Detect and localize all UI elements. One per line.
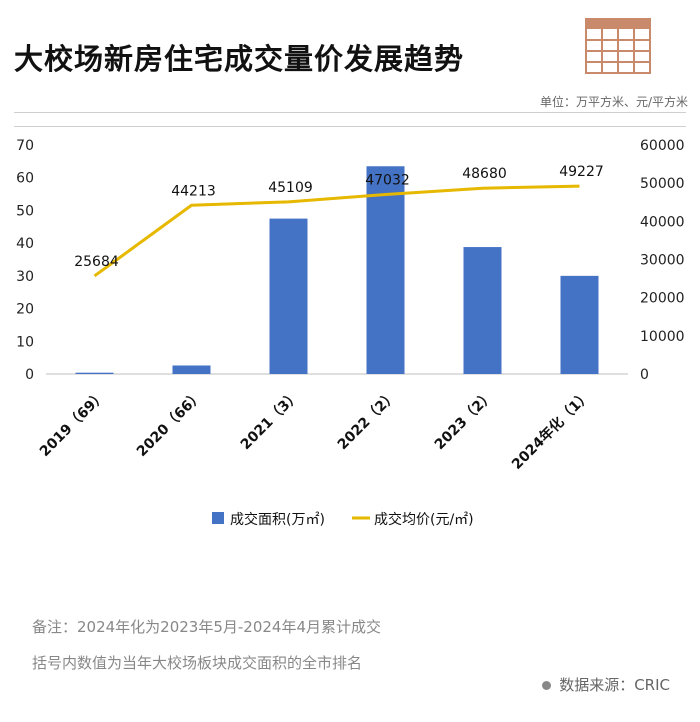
calendar-grid-logo bbox=[585, 18, 651, 74]
x-category-label: 2021（3） bbox=[238, 388, 304, 454]
bar-5 bbox=[560, 275, 599, 374]
y-left-tick-label: 10 bbox=[16, 334, 34, 350]
legend-bar-label: 成交面积(万㎡) bbox=[230, 511, 325, 528]
note-line-2: 括号内数值为当年大校场板块成交面积的全市排名 bbox=[32, 654, 363, 672]
y-left-tick-label: 50 bbox=[16, 203, 34, 219]
x-category-label: 2022（2） bbox=[335, 388, 401, 454]
legend-bar-swatch bbox=[212, 512, 224, 524]
y-right-tick-label: 50000 bbox=[640, 176, 685, 192]
data-source: 数据来源：CRIC bbox=[542, 674, 670, 695]
y-left-tick-label: 60 bbox=[16, 171, 34, 187]
legend-line-label: 成交均价(元/㎡) bbox=[374, 511, 474, 528]
unit-label: 单位：万平方米、元/平方米 bbox=[539, 95, 688, 109]
y-left-tick-label: 0 bbox=[25, 367, 34, 383]
chart-frame bbox=[14, 126, 686, 537]
x-category-label: 2024年化（1） bbox=[508, 387, 594, 473]
bar-4 bbox=[463, 247, 502, 374]
x-category-label: 2020（66） bbox=[134, 388, 206, 460]
price-data-label: 44213 bbox=[171, 183, 216, 199]
data-source-text: 数据来源：CRIC bbox=[559, 676, 670, 694]
y-right-tick-label: 30000 bbox=[640, 253, 685, 269]
y-right-tick-label: 40000 bbox=[640, 214, 685, 230]
page-title: 大校场新房住宅成交量价发展趋势 bbox=[14, 42, 465, 76]
y-right-tick-label: 0 bbox=[640, 367, 649, 383]
y-left-tick-label: 70 bbox=[16, 138, 34, 154]
price-data-label: 47032 bbox=[365, 172, 410, 188]
price-data-label: 25684 bbox=[74, 254, 119, 270]
price-line bbox=[93, 184, 580, 278]
note-line-1: 备注：2024年化为2023年5月-2024年4月累计成交 bbox=[32, 618, 382, 636]
y-right-tick-label: 10000 bbox=[640, 329, 685, 345]
y-right-tick-label: 20000 bbox=[640, 291, 685, 307]
bar-1 bbox=[172, 365, 211, 374]
bar-3 bbox=[366, 166, 405, 374]
y-right-tick-label: 60000 bbox=[640, 138, 685, 154]
header-divider bbox=[14, 112, 686, 113]
y-left-tick-label: 40 bbox=[16, 236, 34, 252]
y-left-tick-label: 20 bbox=[16, 302, 34, 318]
price-data-label: 45109 bbox=[268, 180, 313, 196]
y-left-tick-label: 30 bbox=[16, 269, 34, 285]
price-data-label: 49227 bbox=[559, 164, 604, 180]
bar-2 bbox=[269, 218, 308, 374]
x-category-label: 2023（2） bbox=[432, 388, 498, 454]
bar-0 bbox=[75, 372, 114, 374]
bullet-dot-icon bbox=[542, 681, 552, 690]
x-category-label: 2019（69） bbox=[37, 388, 109, 460]
combo-chart: 0 10 20 30 40 50 60 70 0 10000 20000 30000 40000 5000… bbox=[16, 138, 685, 528]
price-data-label: 48680 bbox=[462, 166, 507, 182]
